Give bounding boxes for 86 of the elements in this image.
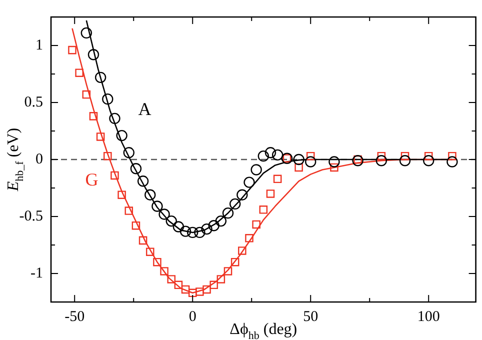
point (238, 246, 246, 255)
point (153, 258, 162, 266)
point (306, 152, 315, 160)
point (330, 163, 338, 172)
point (181, 285, 190, 294)
x-tick-label: -50 (64, 308, 85, 325)
point (250, 164, 262, 176)
point (236, 189, 248, 200)
point (446, 156, 458, 168)
point (328, 156, 340, 168)
point (166, 215, 177, 227)
point (264, 147, 276, 158)
point (152, 200, 163, 212)
point (293, 154, 304, 166)
point (158, 208, 170, 220)
point (230, 258, 240, 266)
point (160, 267, 168, 276)
point (215, 215, 227, 227)
series-label: A (138, 99, 152, 120)
y-tick-label: -1 (30, 265, 43, 282)
point (245, 234, 254, 242)
point (258, 150, 269, 162)
point (194, 226, 206, 238)
point (102, 93, 114, 105)
point (352, 155, 364, 166)
point (305, 156, 316, 168)
point (222, 207, 234, 219)
point (68, 46, 76, 54)
point (259, 206, 268, 214)
point (187, 226, 198, 238)
point (138, 236, 148, 245)
point (224, 267, 232, 276)
point (210, 280, 218, 290)
point (273, 174, 282, 184)
y-axis-title: Ehb_f (eV) (5, 128, 26, 192)
y-tick-label: 0.5 (24, 94, 43, 110)
point (96, 132, 105, 141)
point (448, 152, 456, 160)
point (208, 220, 220, 232)
point (196, 288, 204, 296)
y-tick-label: -0.5 (19, 208, 43, 224)
y-tick-label: 0 (36, 151, 43, 168)
point (202, 285, 211, 294)
point (188, 288, 197, 298)
point (104, 152, 112, 160)
point (201, 223, 212, 235)
point (377, 152, 386, 160)
x-tick-label: 0 (188, 308, 196, 325)
point (94, 72, 106, 84)
point (124, 206, 134, 215)
point (244, 176, 255, 188)
x-tick-label: 50 (303, 308, 318, 325)
point (172, 221, 184, 232)
point (116, 130, 128, 142)
y-tick-label: 1 (36, 37, 43, 54)
point (130, 163, 142, 174)
point (75, 68, 84, 77)
point (216, 275, 226, 284)
point (88, 49, 100, 60)
point (82, 90, 91, 99)
point (424, 152, 433, 160)
point (132, 221, 140, 230)
point (423, 155, 434, 166)
point (266, 190, 275, 198)
point (376, 155, 387, 166)
point (174, 280, 183, 290)
point (110, 171, 119, 180)
series-label: G (85, 170, 98, 190)
point (252, 220, 260, 229)
point (137, 176, 149, 187)
point (80, 27, 92, 39)
point (354, 155, 362, 164)
x-tick-label: 100 (417, 308, 440, 325)
point (400, 152, 410, 160)
point (118, 190, 126, 199)
point (144, 189, 156, 200)
point (167, 275, 176, 284)
point (180, 226, 192, 237)
point (109, 112, 120, 124)
point (272, 149, 284, 161)
point (123, 147, 134, 158)
point (229, 198, 241, 210)
point (294, 163, 303, 172)
point (399, 155, 411, 166)
point (146, 248, 154, 256)
point (89, 112, 98, 120)
